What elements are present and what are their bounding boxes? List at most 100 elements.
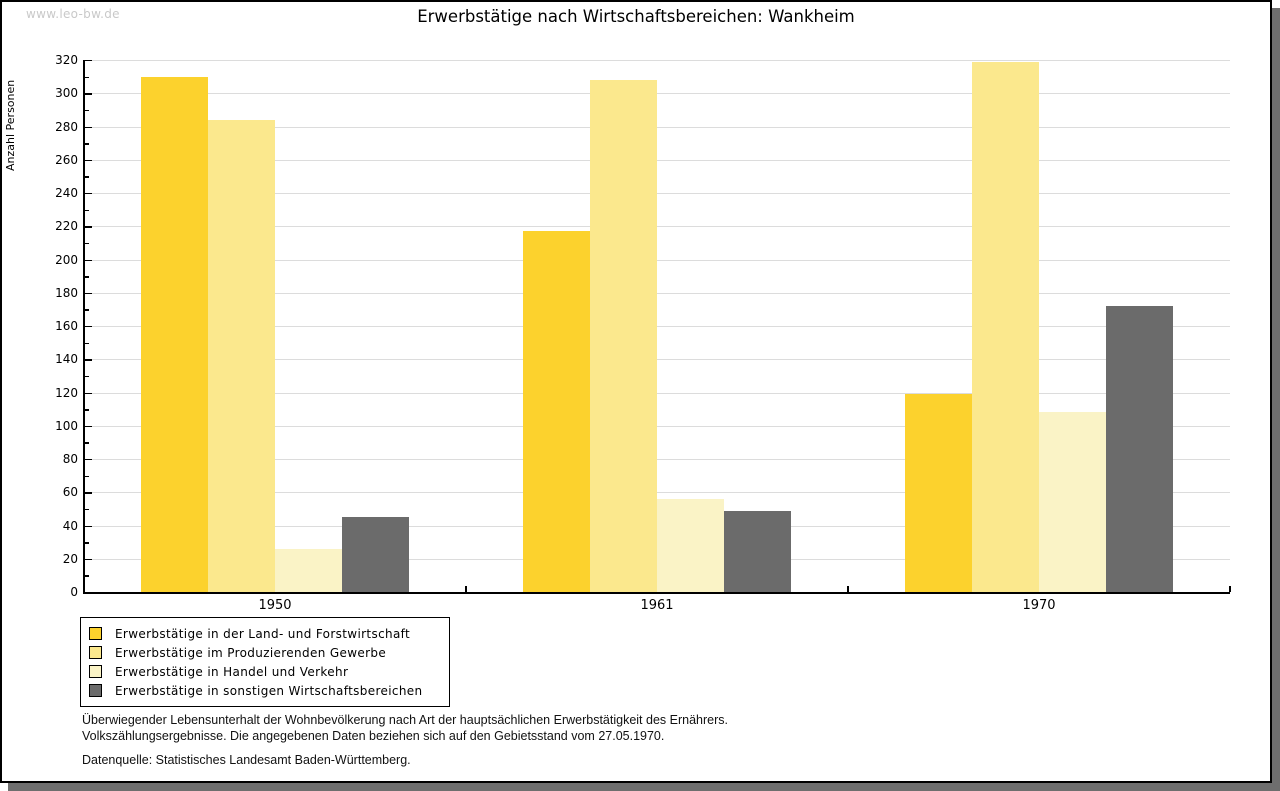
y-tick (85, 409, 89, 411)
y-tick (85, 492, 92, 494)
y-tick-label: 160 (55, 319, 78, 333)
x-tick (465, 586, 467, 592)
y-tick (85, 542, 89, 544)
legend-label-4: Erwerbstätige in sonstigen Wirtschaftsbe… (115, 683, 423, 698)
y-tick (85, 143, 89, 145)
y-tick (85, 60, 92, 62)
y-gridline (84, 326, 1230, 327)
y-tick (85, 525, 92, 527)
y-tick (85, 76, 89, 79)
bar-1970-series-2 (972, 61, 1039, 592)
y-tick (85, 508, 89, 511)
y-tick (85, 209, 89, 212)
bar-1961-series-2 (590, 79, 657, 592)
y-tick (85, 375, 89, 378)
y-tick-label: 0 (70, 585, 78, 599)
y-axis-line (83, 60, 85, 592)
y-tick (85, 93, 92, 95)
legend-swatch-3 (89, 665, 102, 678)
y-tick (85, 193, 92, 195)
y-tick-label: 300 (55, 86, 78, 101)
y-tick-label: 240 (55, 186, 78, 200)
y-tick-label: 100 (55, 418, 78, 433)
y-gridline (84, 93, 1230, 95)
y-tick (85, 176, 89, 178)
legend-item-2: Erwerbstätige im Produzierenden Gewerbe (89, 643, 437, 662)
y-gridline (84, 126, 1230, 128)
y-gridline (84, 226, 1230, 228)
legend-label-3: Erwerbstätige in Handel und Verkehr (115, 664, 349, 679)
y-tick (85, 292, 92, 295)
y-tick-label: 60 (62, 485, 78, 500)
y-tick (85, 226, 92, 228)
watermark: www.leo-bw.de (26, 7, 120, 21)
y-tick (85, 558, 92, 561)
y-tick (85, 126, 92, 128)
y-tick-label: 180 (55, 285, 78, 300)
y-tick-label: 220 (55, 219, 78, 234)
legend: Erwerbstätige in der Land- und Forstwirt… (80, 617, 450, 707)
data-source: Datenquelle: Statistisches Landesamt Bad… (82, 753, 411, 767)
x-category-label-1961: 1961 (640, 598, 674, 613)
legend-item-1: Erwerbstätige in der Land- und Forstwirt… (89, 624, 437, 643)
legend-swatch-2 (89, 646, 102, 659)
x-tick (847, 586, 849, 592)
bar-1961-series-4 (724, 510, 791, 592)
y-tick-label: 320 (55, 53, 78, 67)
y-tick-label: 140 (55, 352, 78, 367)
x-tick (1229, 586, 1231, 592)
y-gridline (84, 492, 1230, 494)
y-tick-label: 200 (55, 252, 78, 267)
y-tick (85, 459, 92, 461)
y-tick-label: 280 (55, 119, 78, 134)
y-tick (85, 259, 92, 261)
legend-item-4: Erwerbstätige in sonstigen Wirtschaftsbe… (89, 681, 437, 700)
plot-area: 0 20 40 60 80 100 120 140 160 180 200 220 240 260 280 3… (2, 2, 1270, 781)
bar-1961-series-3 (657, 498, 724, 592)
bar-1950-series-2 (208, 119, 275, 592)
footnote-line-1: Überwiegender Lebensunterhalt der Wohnbe… (82, 713, 728, 727)
footnote: Überwiegender Lebensunterhalt der Wohnbe… (82, 713, 728, 769)
legend-label-1: Erwerbstätige in der Land- und Forstwirt… (115, 626, 411, 641)
x-category-label-1950: 1950 (258, 598, 292, 613)
legend-label-2: Erwerbstätige im Produzierenden Gewerbe (115, 645, 387, 660)
y-tick (85, 575, 89, 577)
y-gridline (84, 459, 1230, 460)
legend-swatch-1 (89, 627, 102, 640)
y-tick-label: 120 (55, 385, 78, 400)
y-tick (85, 342, 89, 345)
y-gridline (84, 159, 1230, 161)
legend-item-3: Erwerbstätige in Handel und Verkehr (89, 662, 437, 681)
bar-1950-series-1 (141, 76, 208, 592)
y-gridline (84, 359, 1230, 361)
y-tick-label: 80 (62, 452, 78, 466)
footnote-line-2: Volkszählungsergebnisse. Die angegebenen… (82, 728, 665, 743)
bar-1970-series-3 (1039, 412, 1106, 592)
bar-1970-series-1 (905, 394, 972, 592)
x-category-label-1970: 1970 (1022, 598, 1056, 613)
bar-1950-series-3 (275, 548, 342, 592)
legend-swatch-4 (89, 684, 102, 697)
y-tick (85, 425, 92, 428)
y-tick-label: 20 (62, 551, 78, 566)
y-tick-label: 260 (55, 152, 78, 167)
y-tick (85, 326, 92, 328)
y-gridline (84, 392, 1230, 394)
y-tick (85, 475, 89, 478)
y-tick (85, 276, 89, 278)
y-gridline (84, 425, 1230, 427)
y-tick-label: 40 (62, 518, 78, 533)
y-gridline (84, 259, 1230, 261)
y-tick (85, 359, 92, 361)
y-gridline (84, 60, 1230, 61)
bar-1970-series-4 (1106, 306, 1173, 592)
y-tick (85, 309, 89, 311)
y-tick (85, 242, 89, 245)
y-tick (85, 109, 89, 112)
x-axis-line (83, 592, 1230, 594)
bar-1961-series-1 (523, 231, 590, 592)
y-gridline (84, 292, 1230, 294)
chart-title: Erwerbstätige nach Wirtschaftsbereichen:… (417, 7, 855, 26)
